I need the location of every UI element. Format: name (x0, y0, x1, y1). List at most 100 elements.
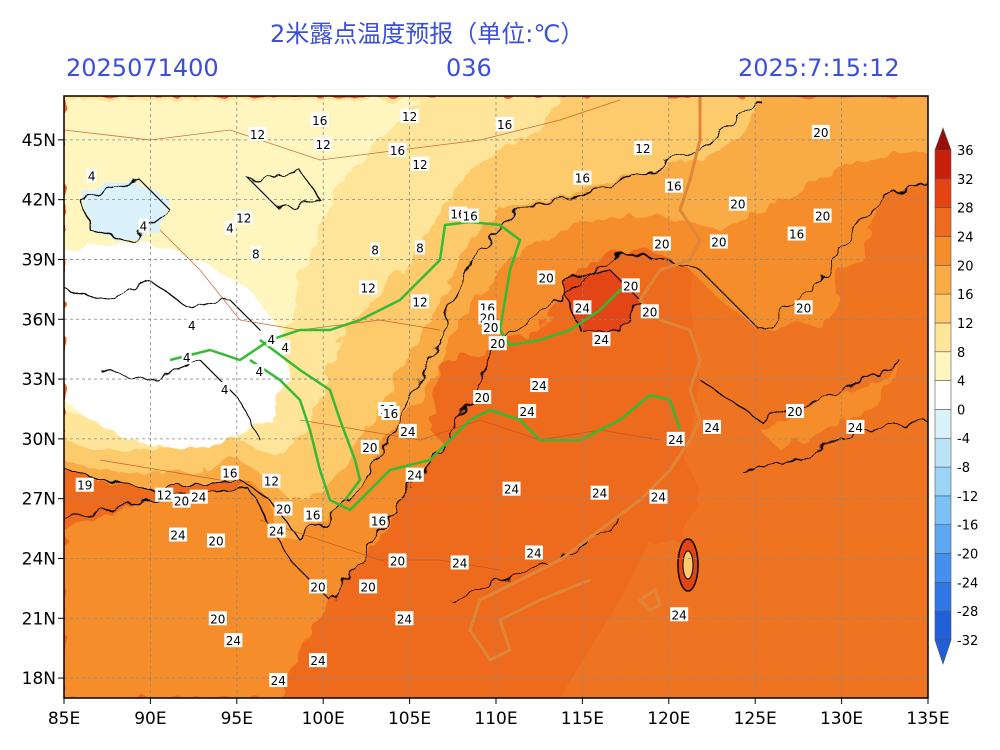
contour-label: 4 (140, 220, 148, 234)
contour-label-bg (370, 242, 381, 257)
lat-tick-label: 33N (22, 370, 56, 390)
contour-label-bg (208, 611, 227, 626)
lon-tick-label: 120E (647, 709, 690, 729)
lat-tick-label: 30N (22, 430, 56, 450)
valid-time: 2025:7:15:12 (738, 54, 900, 82)
contour-label-bg (359, 280, 378, 295)
contour-label-bg (186, 318, 197, 333)
contour-label: 20 (483, 321, 498, 335)
contour-label: 20 (310, 580, 325, 594)
colorbar-label: 12 (957, 317, 974, 332)
coastline (468, 96, 702, 662)
contour-label: 20 (490, 337, 505, 351)
forecast-hour: 036 (446, 54, 492, 82)
contour-label: 12 (412, 158, 427, 172)
contour-label: 16 (305, 509, 320, 523)
contour-label: 4 (221, 383, 229, 397)
colorbar-swatch (934, 207, 952, 237)
contour-label: 12 (360, 281, 375, 295)
contour-label: 24 (504, 483, 519, 497)
colorbar-label: -16 (957, 519, 978, 534)
contour-label-bg (86, 168, 97, 183)
contour-label-bg (248, 126, 267, 141)
contour-label: 24 (407, 469, 422, 483)
contour-label-bg (461, 208, 480, 223)
lon-tick-label: 85E (48, 709, 80, 729)
contour-label: 4 (268, 333, 276, 347)
colorbar-swatch (934, 524, 952, 554)
contour-label: 16 (390, 144, 405, 158)
contour-label: 16 (497, 118, 512, 132)
contour-label-bg (666, 431, 685, 446)
contour-label: 20 (210, 612, 225, 626)
contour-label: 20 (654, 238, 669, 252)
colorbar-label: -12 (957, 490, 978, 505)
contour-label: 20 (276, 503, 291, 517)
contour-label: 16 (222, 467, 237, 481)
contour-label-bg (410, 156, 429, 171)
coastline-hainan (637, 587, 662, 612)
contour-label-bg (219, 382, 230, 397)
lat-tick-label: 39N (22, 250, 56, 270)
contour-label-bg (224, 220, 235, 235)
colorbar-label: 32 (957, 173, 974, 188)
colorbar-label: -20 (957, 548, 978, 563)
contour-label: 12 (635, 142, 650, 156)
contour-label-bg (155, 487, 174, 502)
contour-label-bg (314, 136, 333, 151)
contour-label-bg (189, 489, 208, 504)
colorbar-swatch (934, 149, 952, 180)
contour-label: 16 (312, 114, 327, 128)
contour-label-bg (640, 304, 659, 319)
contour-label: 24 (575, 301, 590, 315)
colorbar-label: 28 (957, 202, 974, 217)
contour-label-bg (530, 378, 549, 393)
colorbar-max-arrow (934, 127, 952, 151)
contour-label: 12 (402, 110, 417, 124)
contour-label-bg (405, 467, 424, 482)
contour-label-bg (75, 477, 94, 492)
contour-label: 12 (264, 475, 279, 489)
lat-tick-label: 21N (22, 609, 56, 629)
contour-label: 8 (252, 247, 260, 261)
contour-label: 4 (226, 222, 234, 236)
colorbar-swatch (934, 409, 952, 439)
contour-label: 12 (157, 489, 172, 503)
contour-label-bg (207, 533, 226, 548)
contour-label-bg (138, 218, 149, 233)
contour-label-bg (269, 673, 288, 688)
contour-label: 16 (371, 515, 386, 529)
contour-label-bg (172, 493, 191, 508)
field-japan (760, 360, 900, 450)
contour-label: 24 (452, 556, 467, 570)
contour-label: 24 (532, 379, 547, 393)
contour-label: 20 (730, 198, 745, 212)
colorbar-swatch (934, 495, 952, 526)
contour-label-bg (728, 196, 747, 211)
colorbar-label: 24 (957, 230, 974, 245)
lon-tick-label: 135E (906, 709, 949, 729)
colorbar-swatch (934, 582, 952, 612)
contour-label-bg (309, 653, 328, 668)
colorbar-swatch (934, 466, 952, 497)
contour-label-bg (234, 210, 253, 225)
lon-tick-label: 105E (388, 709, 431, 729)
gridlines (64, 96, 928, 698)
contour-label: 4 (255, 365, 263, 379)
contour-label: 24 (170, 529, 185, 543)
contour-label-bg (813, 208, 832, 223)
contour-label-bg (398, 423, 417, 438)
contour-label: 4 (183, 351, 191, 365)
contour-label-bg (220, 465, 239, 480)
contour-label: 4 (281, 341, 289, 355)
contour-label: 20 (174, 495, 189, 509)
colorbar-swatch (934, 610, 952, 641)
colorbar-swatch (934, 380, 952, 410)
contour-label-bg (254, 364, 265, 379)
contour-label-bg (518, 403, 537, 418)
contour-label: 16 (462, 210, 477, 224)
contour-label-bg (709, 234, 728, 249)
contour-label-bg (359, 579, 378, 594)
contour-label-bg (621, 278, 640, 293)
contour-label: 20 (711, 236, 726, 250)
